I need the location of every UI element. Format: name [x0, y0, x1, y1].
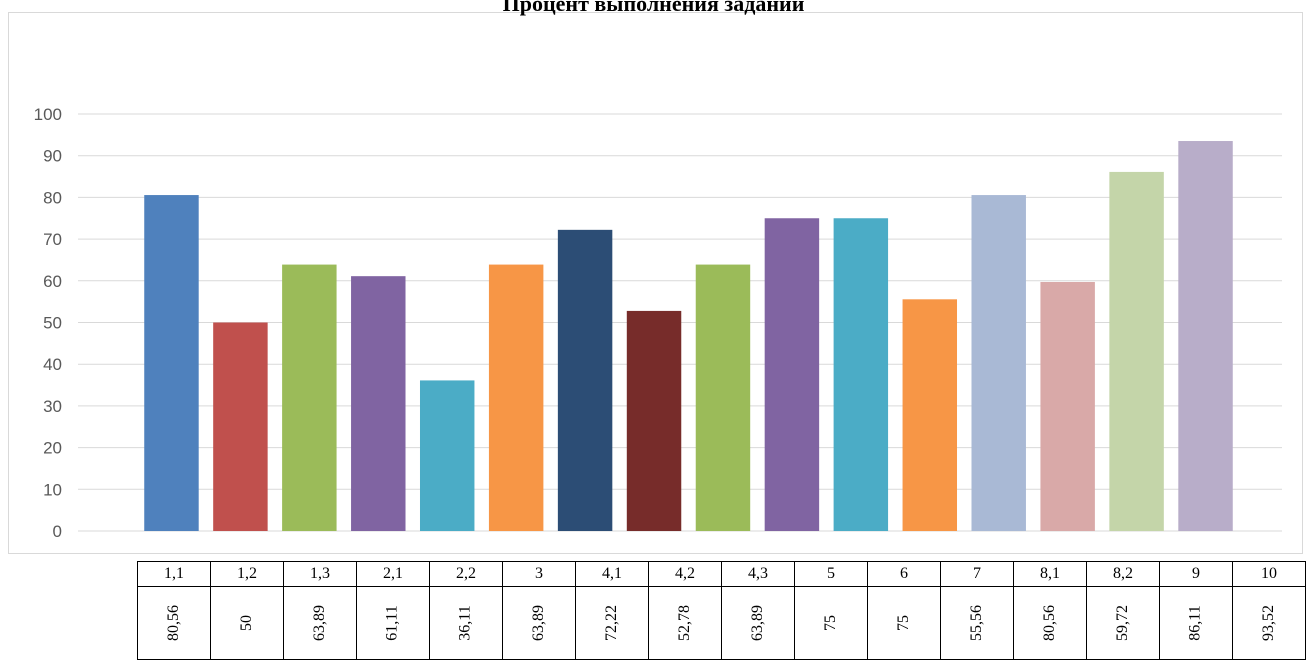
category-label: 6 [867, 561, 941, 587]
value-cell: 80,56 [1013, 586, 1087, 660]
data-label: 63,89 [311, 605, 328, 641]
value-cell: 63,89 [502, 586, 576, 660]
value-row: 80,56 50 63,89 61,11 36,11 63,89 72,22 52,78 63,… [137, 586, 1306, 660]
data-label: 75 [895, 615, 912, 631]
value-cell: 63,89 [283, 586, 357, 660]
category-label: 8,1 [1013, 561, 1087, 587]
value-cell: 52,78 [648, 586, 722, 660]
data-table: 1,1 1,2 1,3 2,1 2,2 3 4,1 4,2 4,3 5 6 7 8,1 8,2 9 10 80… [137, 561, 1306, 660]
bar [488, 264, 544, 531]
data-label: 63,89 [530, 605, 547, 641]
y-tick-label: 30 [43, 397, 62, 416]
bar [557, 229, 613, 531]
y-tick-label: 0 [53, 522, 62, 541]
category-label: 5 [794, 561, 868, 587]
y-tick-label: 50 [43, 314, 62, 333]
bar [351, 276, 406, 531]
data-label: 63,89 [749, 605, 766, 641]
y-tick-label: 20 [43, 439, 62, 458]
bar [419, 380, 475, 531]
y-tick-label: 40 [43, 355, 62, 374]
category-label: 4,3 [721, 561, 795, 587]
value-cell: 86,11 [1159, 586, 1233, 660]
value-cell: 75 [794, 586, 868, 660]
value-cell: 72,22 [575, 586, 649, 660]
bar [1109, 171, 1164, 532]
y-axis-ticks: 0 10 20 30 40 50 60 70 80 90 100 [34, 105, 62, 541]
bar [764, 218, 820, 531]
category-label: 1,1 [137, 561, 211, 587]
category-label: 4,1 [575, 561, 649, 587]
category-label: 7 [940, 561, 1014, 587]
bar [695, 264, 751, 531]
data-label: 61,11 [384, 605, 401, 641]
y-tick-label: 90 [43, 147, 62, 166]
value-cell: 93,52 [1232, 586, 1306, 660]
y-tick-label: 70 [43, 230, 62, 249]
category-label: 9 [1159, 561, 1233, 587]
bar [971, 195, 1026, 531]
bar [1040, 281, 1095, 531]
value-cell: 61,11 [356, 586, 430, 660]
category-row: 1,1 1,2 1,3 2,1 2,2 3 4,1 4,2 4,3 5 6 7 8,1 8,2 9 10 [137, 561, 1306, 587]
data-label: 72,22 [603, 605, 620, 641]
category-label: 3 [502, 561, 576, 587]
data-label: 52,78 [676, 605, 693, 641]
data-label: 80,56 [165, 605, 182, 641]
value-cell: 63,89 [721, 586, 795, 660]
y-tick-label: 80 [43, 188, 62, 207]
data-label: 36,11 [457, 605, 474, 641]
data-label: 50 [238, 615, 255, 631]
bar [213, 322, 268, 531]
bar [833, 218, 889, 531]
category-label: 8,2 [1086, 561, 1160, 587]
bar [1178, 141, 1233, 531]
value-cell: 55,56 [940, 586, 1014, 660]
chart-title: Процент выполнения заданий [502, 0, 805, 16]
data-label: 55,56 [968, 605, 985, 641]
bar [282, 264, 337, 531]
data-label: 86,11 [1187, 605, 1204, 641]
y-tick-label: 60 [43, 272, 62, 291]
value-cell: 36,11 [429, 586, 503, 660]
y-tick-label: 10 [43, 480, 62, 499]
category-label: 1,2 [210, 561, 284, 587]
data-label: 59,72 [1114, 605, 1131, 641]
category-label: 4,2 [648, 561, 722, 587]
bar-chart: 0 10 20 30 40 50 60 70 80 90 100 [34, 105, 1282, 541]
category-label: 2,2 [429, 561, 503, 587]
bar [144, 195, 199, 531]
bars [144, 141, 1233, 532]
category-label: 1,3 [283, 561, 357, 587]
value-cell: 59,72 [1086, 586, 1160, 660]
bar [626, 310, 682, 531]
data-label: 80,56 [1041, 605, 1058, 641]
data-label: 75 [822, 615, 839, 631]
category-label: 10 [1232, 561, 1306, 587]
value-cell: 80,56 [137, 586, 211, 660]
data-label: 93,52 [1260, 605, 1277, 641]
bar [902, 299, 958, 531]
y-tick-label: 100 [34, 105, 62, 124]
value-cell: 50 [210, 586, 284, 660]
category-label: 2,1 [356, 561, 430, 587]
value-cell: 75 [867, 586, 941, 660]
